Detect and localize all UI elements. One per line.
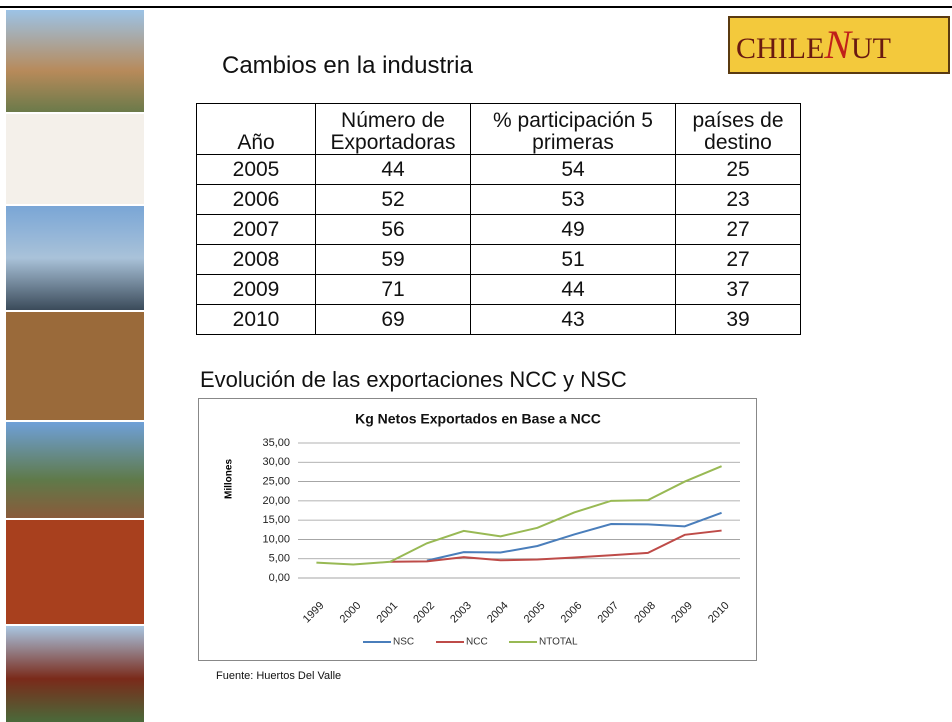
- table-cell: 52: [316, 185, 471, 215]
- legend-label: NSC: [393, 637, 414, 648]
- table-cell: 2010: [197, 305, 316, 335]
- table-cell: 2007: [197, 215, 316, 245]
- logo: CHILENUT: [728, 16, 950, 74]
- photo: [6, 114, 144, 204]
- chart: Kg Netos Exportados en Base a NCC Millon…: [198, 398, 758, 662]
- y-tick-label: 0,00: [269, 572, 290, 584]
- slide-title: Cambios en la industria: [222, 52, 473, 80]
- table-cell: 27: [676, 245, 801, 275]
- legend-label: NTOTAL: [539, 637, 578, 648]
- table-cell: 44: [471, 275, 676, 305]
- table-cell: 37: [676, 275, 801, 305]
- y-tick-label: 35,00: [262, 437, 290, 449]
- table-cell: 44: [316, 155, 471, 185]
- photo: [6, 422, 144, 518]
- column-header: Año: [197, 104, 316, 155]
- table-cell: 39: [676, 305, 801, 335]
- slide: Cambios en la industria CHILENUT AñoNúme…: [0, 0, 952, 722]
- y-tick-label: 30,00: [262, 456, 290, 468]
- table-cell: 69: [316, 305, 471, 335]
- logo-text: UT: [851, 32, 891, 65]
- photo: [6, 626, 144, 722]
- table-cell: 2009: [197, 275, 316, 305]
- photo: [6, 10, 144, 112]
- table-cell: 49: [471, 215, 676, 245]
- table-cell: 2008: [197, 245, 316, 275]
- y-axis-label: Millones: [224, 459, 235, 499]
- photo: [6, 206, 144, 310]
- y-tick-label: 5,00: [269, 553, 290, 565]
- table-cell: 2005: [197, 155, 316, 185]
- table-cell: 54: [471, 155, 676, 185]
- photo: [6, 520, 144, 624]
- table-cell: 53: [471, 185, 676, 215]
- y-tick-label: 20,00: [262, 495, 290, 507]
- top-border: [0, 6, 952, 8]
- table-cell: 23: [676, 185, 801, 215]
- chart-title: Kg Netos Exportados en Base a NCC: [355, 411, 601, 427]
- table-cell: 25: [676, 155, 801, 185]
- table-cell: 71: [316, 275, 471, 305]
- logo-text: CHILE: [736, 32, 824, 65]
- y-tick-label: 15,00: [262, 514, 290, 526]
- y-tick-label: 25,00: [262, 475, 290, 487]
- table-cell: 2006: [197, 185, 316, 215]
- table-cell: 56: [316, 215, 471, 245]
- table-cell: 59: [316, 245, 471, 275]
- column-header: países de destino: [676, 104, 801, 155]
- table-cell: 43: [471, 305, 676, 335]
- table-cell: 51: [471, 245, 676, 275]
- column-header: Número de Exportadoras: [316, 104, 471, 155]
- logo-mark: N: [824, 22, 851, 67]
- legend-label: NCC: [466, 637, 488, 648]
- photo: [6, 312, 144, 420]
- y-tick-label: 10,00: [262, 533, 290, 545]
- column-header: % participación 5 primeras: [471, 104, 676, 155]
- table-cell: 27: [676, 215, 801, 245]
- section-title: Evolución de las exportaciones NCC y NSC: [200, 367, 627, 393]
- source: Fuente: Huertos Del Valle: [216, 670, 341, 682]
